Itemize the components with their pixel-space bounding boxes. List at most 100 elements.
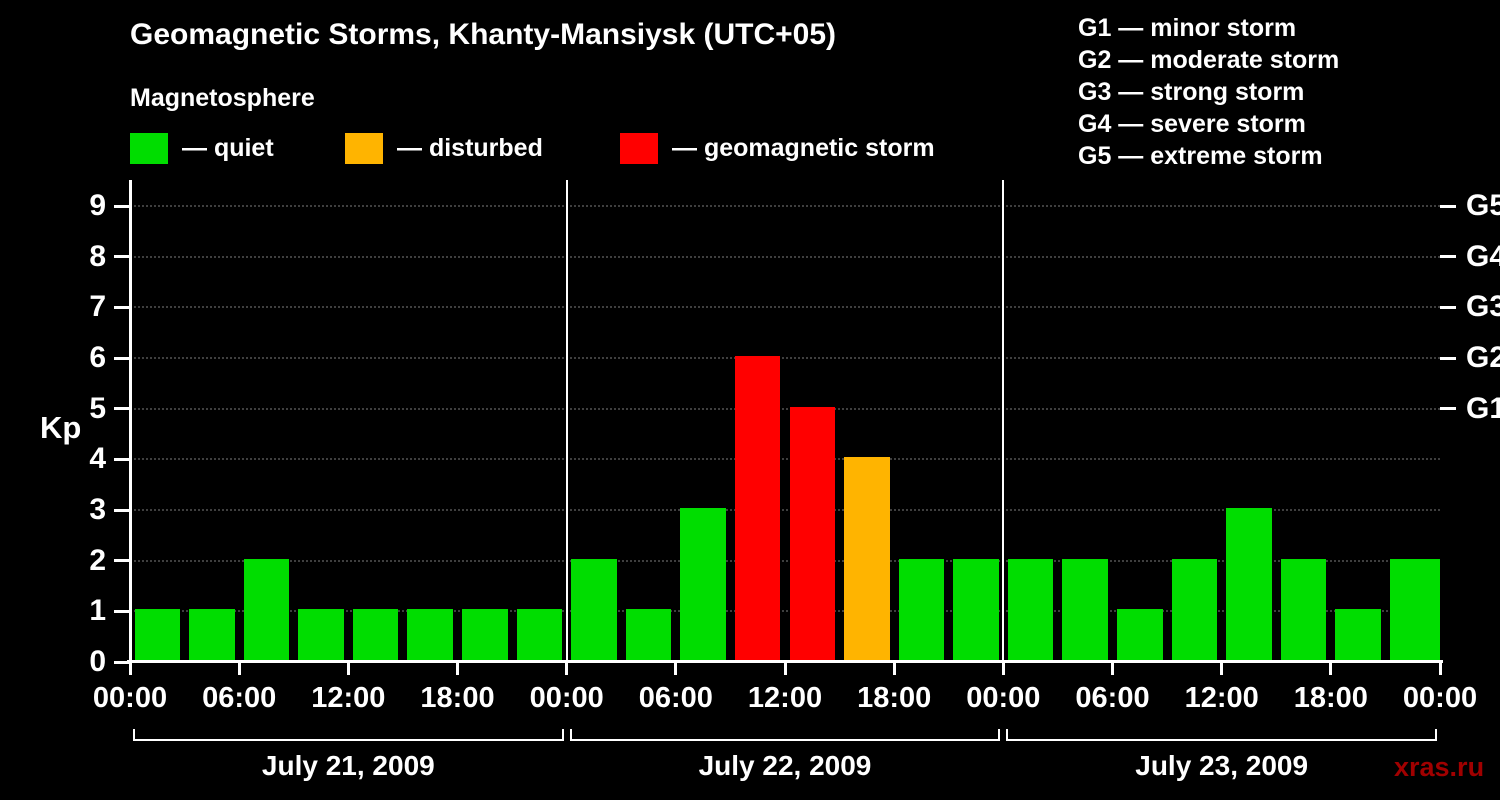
kp-bar: [789, 406, 836, 660]
kp-bar: [734, 356, 781, 660]
kp-bar: [407, 609, 453, 660]
kp-bar-partial: [1423, 558, 1440, 660]
x-tick: [456, 660, 459, 675]
right-tick: [1440, 305, 1456, 309]
y-tick: [114, 407, 130, 411]
x-tick: [1438, 660, 1442, 675]
gridline-kp-2: [130, 559, 1440, 562]
y-axis-title: Kp: [40, 410, 82, 445]
gridline-kp-7: [130, 306, 1440, 309]
x-tick: [237, 660, 241, 675]
y-tick: [114, 660, 130, 664]
kp-bar: [1171, 558, 1218, 660]
g-scale-label: G3: [1466, 290, 1500, 324]
x-tick: [346, 660, 350, 675]
magnetosphere-label: Magnetosphere: [130, 84, 315, 112]
x-tick-label: 06:00: [638, 682, 713, 714]
x-tick: [674, 660, 678, 675]
y-tick-label: 9: [89, 189, 106, 222]
x-tick: [1111, 660, 1114, 675]
g-scale-label: G5: [1466, 189, 1500, 222]
gridline-kp-4: [130, 458, 1440, 461]
x-tick-label: 18:00: [1293, 682, 1368, 714]
y-tick-label: 7: [89, 290, 106, 324]
day-bracket: [569, 729, 1001, 741]
kp-bar: [516, 609, 563, 660]
x-tick: [128, 660, 132, 675]
y-tick: [114, 204, 130, 208]
kp-bar: [1280, 558, 1327, 660]
day-separator: [565, 180, 568, 662]
kp-bar: [898, 558, 945, 660]
legend-item: — geomagnetic storm: [620, 133, 935, 164]
legend-label: — quiet: [182, 134, 274, 162]
x-tick-label: 06:00: [1075, 682, 1150, 714]
y-tick: [114, 609, 130, 613]
kp-bar: [953, 558, 999, 660]
y-tick: [114, 356, 130, 360]
x-tick-label: 12:00: [747, 682, 823, 714]
legend-item: — quiet: [130, 133, 274, 164]
kp-bar: [625, 609, 672, 660]
kp-bar: [1117, 609, 1163, 660]
y-tick: [114, 559, 130, 563]
legend-label: — geomagnetic storm: [672, 134, 935, 162]
gridline-kp-5: [130, 407, 1440, 410]
g-scale-legend-line: G5 — extreme storm: [1078, 142, 1323, 170]
right-tick: [1440, 356, 1456, 360]
legend-label: — disturbed: [397, 134, 543, 162]
kp-bar: [571, 558, 617, 660]
kp-bar: [680, 508, 726, 660]
date-label: July 22, 2009: [698, 750, 872, 781]
x-tick-label: 00:00: [529, 682, 604, 714]
g-scale-legend-line: G1 — minor storm: [1078, 14, 1297, 42]
kp-bar: [1007, 558, 1054, 660]
kp-bar: [298, 609, 344, 660]
x-tick: [892, 660, 896, 675]
g-scale-label: G2: [1466, 341, 1500, 374]
x-tick: [565, 660, 569, 675]
x-tick-label: 06:00: [202, 682, 277, 714]
kp-bar: [1226, 508, 1272, 660]
x-tick: [1001, 660, 1005, 675]
legend-item: — disturbed: [345, 133, 543, 164]
y-tick: [114, 305, 130, 309]
x-tick-label: 12:00: [1184, 682, 1259, 714]
y-tick: [114, 508, 130, 512]
xras-watermark: xras.ru: [1394, 752, 1485, 782]
gridline-kp-3: [130, 509, 1440, 511]
x-tick-label: 12:00: [311, 682, 386, 714]
y-axis-line: [129, 180, 132, 664]
kp-bar: [1062, 558, 1108, 660]
x-tick: [783, 660, 787, 675]
x-tick: [1329, 660, 1333, 675]
gridline-kp-9: [130, 205, 1440, 207]
legend-swatch-disturbed: [345, 133, 383, 164]
x-tick: [1220, 660, 1224, 675]
right-tick: [1440, 407, 1456, 411]
right-tick: [1440, 255, 1456, 259]
x-tick-label: 00:00: [966, 682, 1041, 714]
kp-bar: [352, 609, 399, 660]
x-tick-label: 18:00: [857, 682, 932, 714]
y-tick-label: 0: [89, 645, 106, 678]
chart-title: Geomagnetic Storms, Khanty-Mansiysk (UTC…: [130, 18, 837, 51]
x-tick-label: 00:00: [92, 682, 168, 714]
kp-bar: [189, 609, 235, 660]
g-scale-legend-line: G3 — strong storm: [1078, 78, 1305, 106]
y-tick-label: 8: [89, 239, 106, 273]
kp-bar: [134, 609, 181, 660]
y-tick-label: 3: [89, 493, 106, 526]
y-tick: [114, 255, 130, 259]
date-label: July 23, 2009: [1135, 750, 1309, 781]
gridline-kp-8: [130, 255, 1440, 258]
y-tick-label: 1: [89, 594, 106, 628]
g-scale-label: G4: [1466, 239, 1500, 273]
y-tick-label: 4: [89, 442, 106, 476]
x-tick-label: 18:00: [420, 682, 495, 714]
legend-swatch-storm: [620, 133, 658, 164]
date-label: July 21, 2009: [261, 750, 435, 781]
kp-bar: [1335, 609, 1381, 660]
kp-bar: [844, 457, 890, 660]
